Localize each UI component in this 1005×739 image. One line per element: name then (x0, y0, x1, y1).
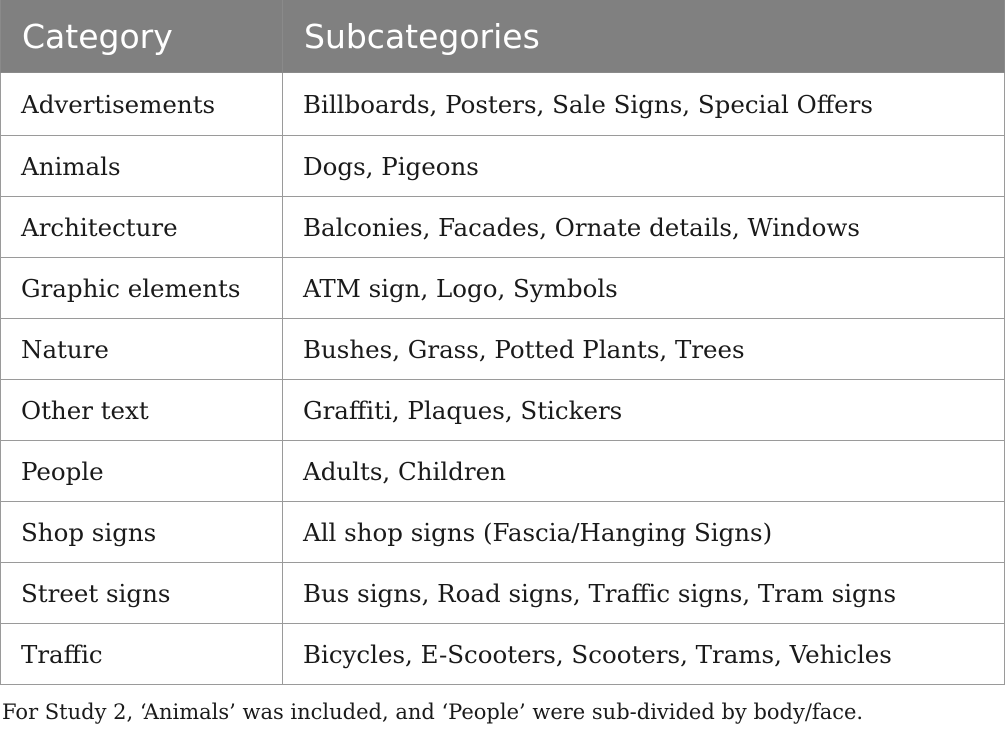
table-row: Nature Bushes, Grass, Potted Plants, Tre… (0, 318, 1005, 380)
table-row: Traffic Bicycles, E-Scooters, Scooters, … (0, 623, 1005, 685)
category-cell: Nature (0, 318, 283, 380)
subcategories-cell: Bicycles, E-Scooters, Scooters, Trams, V… (282, 623, 1005, 685)
table-footnote: For Study 2, ‘Animals’ was included, and… (2, 700, 864, 724)
category-cell: Animals (0, 135, 283, 197)
subcategories-cell: Dogs, Pigeons (282, 135, 1005, 197)
table-body: Advertisements Billboards, Posters, Sale… (0, 72, 1005, 685)
table-header: Category Subcategories (0, 0, 1005, 73)
subcategories-cell: Bus signs, Road signs, Traffic signs, Tr… (282, 562, 1005, 624)
category-table: Category Subcategories Advertisements Bi… (0, 0, 1005, 685)
category-cell: Traffic (0, 623, 283, 685)
header-category: Category (0, 0, 283, 73)
category-cell: Advertisements (0, 72, 283, 136)
header-row: Category Subcategories (0, 0, 1005, 73)
category-cell: Other text (0, 379, 283, 441)
table-row: Animals Dogs, Pigeons (0, 135, 1005, 197)
table-row: Other text Graffiti, Plaques, Stickers (0, 379, 1005, 441)
subcategories-cell: Balconies, Facades, Ornate details, Wind… (282, 196, 1005, 258)
table-row: Architecture Balconies, Facades, Ornate … (0, 196, 1005, 258)
table-row: Street signs Bus signs, Road signs, Traf… (0, 562, 1005, 624)
header-subcategories: Subcategories (282, 0, 1005, 73)
category-cell: Shop signs (0, 501, 283, 563)
subcategories-cell: All shop signs (Fascia/Hanging Signs) (282, 501, 1005, 563)
category-cell: People (0, 440, 283, 502)
subcategories-cell: Billboards, Posters, Sale Signs, Special… (282, 72, 1005, 136)
table-row: Advertisements Billboards, Posters, Sale… (0, 72, 1005, 136)
subcategories-cell: Adults, Children (282, 440, 1005, 502)
table-row: Shop signs All shop signs (Fascia/Hangin… (0, 501, 1005, 563)
category-cell: Street signs (0, 562, 283, 624)
subcategories-cell: Bushes, Grass, Potted Plants, Trees (282, 318, 1005, 380)
category-cell: Architecture (0, 196, 283, 258)
subcategories-cell: ATM sign, Logo, Symbols (282, 257, 1005, 319)
subcategories-cell: Graffiti, Plaques, Stickers (282, 379, 1005, 441)
table-row: Graphic elements ATM sign, Logo, Symbols (0, 257, 1005, 319)
table-row: People Adults, Children (0, 440, 1005, 502)
category-cell: Graphic elements (0, 257, 283, 319)
category-table-container: Category Subcategories Advertisements Bi… (0, 0, 1005, 685)
